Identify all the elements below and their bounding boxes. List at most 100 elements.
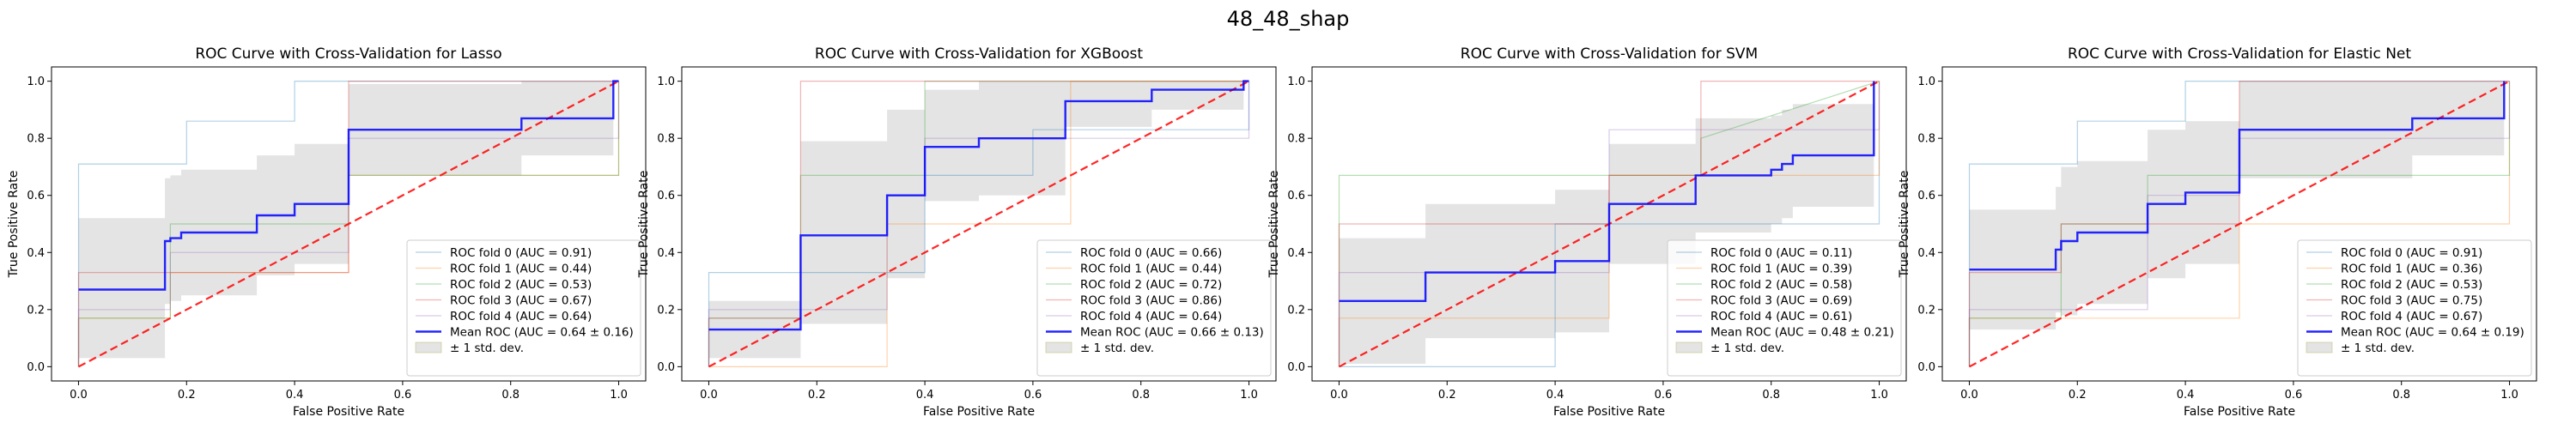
legend-box — [2297, 239, 2532, 377]
legend-fold-3-label: ROC fold 3 (AUC = 0.69) — [1710, 294, 1852, 308]
roc-fold-2-line — [1968, 81, 2511, 367]
legend-fold-2-label: ROC fold 2 (AUC = 0.72) — [1080, 278, 1222, 292]
legend-box — [406, 239, 641, 377]
roc-fold-0-line — [77, 80, 619, 367]
y-tick-label: 0.4 — [1287, 247, 1305, 260]
y-tick-label: 0.4 — [27, 247, 45, 260]
subplot-2: 0.0 0.2 0.4 0.6 0.8 1.0 0.0 0.2 0.4 0.6 0.8 1.0 ROC … — [1267, 45, 1907, 419]
chance-line — [77, 80, 620, 368]
legend-fold-1-label: ROC fold 1 (AUC = 0.36) — [2341, 263, 2482, 276]
x-axis-label: False Positive Rate — [923, 405, 1035, 419]
legend-band-swatch — [2306, 341, 2333, 353]
subplot-0: 0.0 0.2 0.4 0.6 0.8 1.0 0.0 0.2 0.4 0.6 0.8 1.0 ROC … — [7, 45, 647, 419]
y-tick-label: 0.2 — [1287, 304, 1305, 317]
y-axis-label: True Positive Rate — [637, 171, 651, 279]
mean-roc-line — [78, 80, 619, 291]
y-tick-label: 0.2 — [27, 304, 45, 317]
x-tick-label: 0.4 — [286, 389, 304, 402]
y-tick-label: 1.0 — [1917, 76, 1935, 88]
legend: ROC fold 0 (AUC = 0.91) ROC fold 1 (AUC =… — [406, 239, 641, 377]
x-tick-label: 0.8 — [2392, 389, 2410, 402]
legend-fold-3-label: ROC fold 3 (AUC = 0.67) — [450, 294, 592, 308]
y-tick-label: 0.0 — [657, 361, 675, 374]
legend-mean-label: Mean ROC (AUC = 0.66 ± 0.13) — [1080, 326, 1264, 340]
legend-band-swatch — [1045, 341, 1072, 353]
y-tick-label: 1.0 — [27, 76, 45, 88]
x-tick-label: 0.0 — [70, 389, 88, 402]
x-tick-label: 0.2 — [2069, 389, 2087, 402]
subplot-3: 0.0 0.2 0.4 0.6 0.8 1.0 0.0 0.2 0.4 0.6 0.8 1.0 ROC … — [1898, 45, 2537, 419]
axes-frame — [1311, 66, 1907, 382]
x-tick-label: 0.4 — [2177, 389, 2195, 402]
x-tick-label: 1.0 — [1870, 389, 1888, 402]
y-tick-label: 0.8 — [1287, 133, 1305, 146]
y-axis-label: True Positive Rate — [1898, 171, 1911, 279]
std-band — [1969, 81, 2505, 330]
std-band — [78, 81, 619, 359]
x-tick-label: 0.4 — [916, 389, 934, 402]
axes-frame — [1941, 66, 2537, 382]
x-axis-label: False Positive Rate — [293, 405, 404, 419]
x-tick-label: 0.2 — [808, 389, 826, 402]
x-tick-label: 0.6 — [394, 389, 412, 402]
x-tick-label: 0.0 — [1330, 389, 1348, 402]
x-tick-label: 0.8 — [1132, 389, 1150, 402]
roc-fold-0-line — [1968, 80, 2510, 367]
y-tick-label: 1.0 — [657, 76, 675, 88]
legend: ROC fold 0 (AUC = 0.11) ROC fold 1 (AUC =… — [1667, 239, 1902, 377]
x-axis-label: False Positive Rate — [1553, 405, 1665, 419]
y-tick-label: 1.0 — [1287, 76, 1305, 88]
legend-fold-0-label: ROC fold 0 (AUC = 0.91) — [2341, 246, 2482, 260]
subplot-title: ROC Curve with Cross-Validation for Lass… — [195, 45, 501, 63]
axes-frame — [681, 66, 1277, 382]
roc-fold-1-line — [1968, 81, 2511, 367]
roc-fold-1-line — [77, 81, 620, 367]
legend-band-label: ± 1 std. dev. — [450, 341, 524, 355]
legend-fold-0-label: ROC fold 0 (AUC = 0.91) — [450, 246, 592, 260]
y-axis-label: True Positive Rate — [7, 171, 21, 279]
legend-band-label: ± 1 std. dev. — [2341, 341, 2415, 355]
chance-line — [1968, 80, 2511, 368]
y-tick-label: 0.6 — [1287, 190, 1305, 202]
legend-mean-label: Mean ROC (AUC = 0.48 ± 0.21) — [1710, 326, 1894, 340]
mean-roc-line — [708, 80, 1249, 331]
legend-fold-3-label: ROC fold 3 (AUC = 0.86) — [1080, 294, 1222, 308]
y-tick-label: 0.0 — [1287, 361, 1305, 374]
legend-fold-4-label: ROC fold 4 (AUC = 0.64) — [1080, 310, 1222, 323]
y-tick-label: 0.8 — [1917, 133, 1935, 146]
y-tick-label: 0.2 — [657, 304, 675, 317]
roc-fold-4-line — [1338, 81, 1880, 367]
figure-title: 48_48_shap — [1227, 7, 1350, 31]
x-tick-label: 0.4 — [1546, 389, 1564, 402]
y-tick-label: 0.0 — [27, 361, 45, 374]
roc-fold-0-line — [1339, 81, 1880, 367]
x-tick-label: 1.0 — [2500, 389, 2518, 402]
y-tick-label: 0.0 — [1917, 361, 1935, 374]
legend-fold-1-label: ROC fold 1 (AUC = 0.44) — [450, 263, 592, 276]
roc-fold-2-line — [708, 80, 1249, 367]
mean-roc-line — [1969, 81, 2506, 271]
x-tick-label: 0.0 — [700, 389, 718, 402]
std-band — [1339, 81, 1874, 364]
legend-fold-2-label: ROC fold 2 (AUC = 0.58) — [1710, 278, 1852, 292]
y-tick-label: 0.4 — [657, 247, 675, 260]
legend-mean-label: Mean ROC (AUC = 0.64 ± 0.16) — [450, 326, 634, 340]
y-tick-label: 0.8 — [657, 133, 675, 146]
chance-line — [708, 80, 1250, 368]
legend-mean-label: Mean ROC (AUC = 0.64 ± 0.19) — [2341, 326, 2524, 340]
x-tick-label: 0.6 — [2285, 389, 2303, 402]
subplot-title: ROC Curve with Cross-Validation for SVM — [1461, 45, 1758, 63]
legend-fold-4-label: ROC fold 4 (AUC = 0.64) — [450, 310, 592, 323]
legend-fold-4-label: ROC fold 4 (AUC = 0.61) — [1710, 310, 1852, 323]
x-tick-label: 0.8 — [501, 389, 519, 402]
y-tick-label: 0.2 — [1917, 304, 1935, 317]
y-tick-label: 0.4 — [1917, 247, 1935, 260]
x-tick-label: 0.0 — [1960, 389, 1978, 402]
y-tick-label: 0.6 — [657, 190, 675, 202]
x-axis-label: False Positive Rate — [2184, 405, 2295, 419]
legend-fold-0-label: ROC fold 0 (AUC = 0.66) — [1080, 246, 1222, 260]
roc-fold-4-line — [1968, 81, 2511, 367]
roc-fold-4-line — [77, 81, 620, 367]
legend-fold-2-label: ROC fold 2 (AUC = 0.53) — [2341, 278, 2482, 292]
